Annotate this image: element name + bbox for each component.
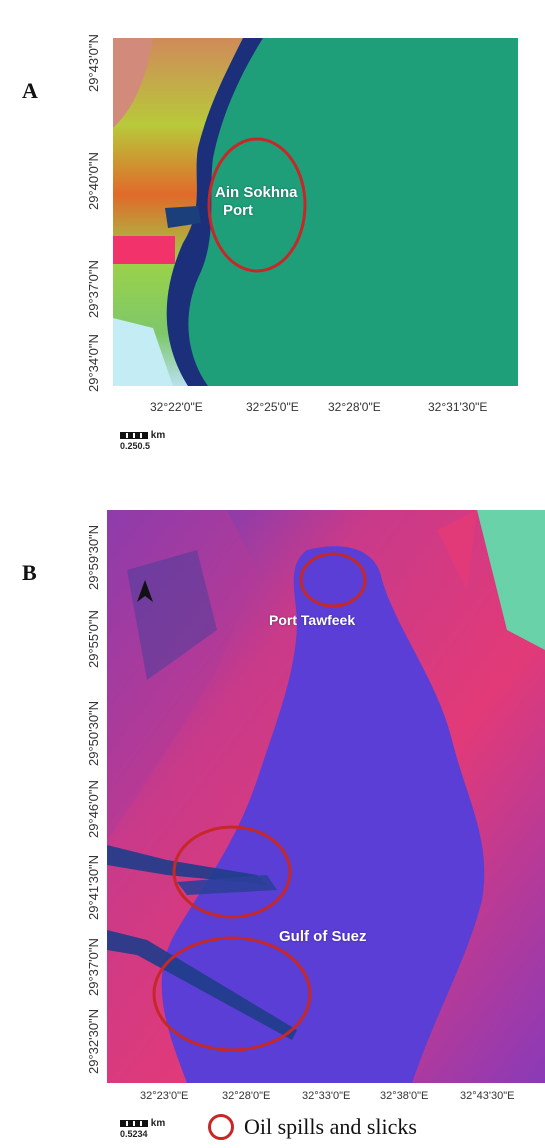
place-label-ain-sokhna: Ain Sokhna Port (215, 184, 298, 219)
panel-a-lat-label: 29°43'0"N (86, 34, 101, 92)
legend: Oil spills and slicks (208, 1114, 417, 1140)
panel-b-lat-label: 29°55'0"N (86, 610, 101, 668)
oil-spill-marker-b2 (172, 825, 292, 919)
panel-b-letter: B (22, 560, 37, 585)
panel-b-lat-label: 29°37'0"N (86, 938, 101, 996)
panel-b-lon-label: 32°28'0"E (222, 1090, 271, 1102)
oil-spill-marker-a (207, 137, 307, 273)
panel-a-lon-label: 32°22'0"E (150, 400, 203, 414)
panel-a-scale-bar: km 0.250.5 (120, 430, 166, 451)
oil-spill-marker-b1 (299, 552, 367, 608)
north-arrow-icon (137, 580, 153, 602)
panel-b-lat-label: 29°41'30"N (86, 854, 101, 920)
panel-a-lat-label: 29°34'0"N (86, 334, 101, 392)
panel-a-lat-label: 29°37'0"N (86, 260, 101, 318)
panel-a-letter: A (22, 78, 38, 103)
coastal-water-a (166, 38, 263, 386)
panel-a-lon-label: 32°31'30"E (428, 400, 488, 414)
panel-a-lon-label: 32°25'0"E (246, 400, 299, 414)
panel-b-lat-label: 29°59'30"N (86, 524, 101, 590)
place-label-port-tawfeek: Port Tawfeek (269, 612, 356, 628)
scale-bar-graphic (120, 431, 148, 439)
panel-a-map: Ain Sokhna Port (113, 38, 518, 386)
panel-b-lon-label: 32°38'0"E (380, 1090, 429, 1102)
legend-circle-icon (208, 1114, 234, 1140)
scale-bar-graphic (120, 1119, 148, 1127)
panel-b-lat-label: 29°46'0"N (86, 780, 101, 838)
legend-label: Oil spills and slicks (244, 1114, 417, 1139)
gulf-water-b (161, 546, 485, 1083)
panel-a-lat-label: 29°40'0"N (86, 152, 101, 210)
panel-b-map: Port Tawfeek Gulf of Suez (107, 510, 545, 1083)
panel-b-scale-bar: km 0.5234 (120, 1118, 166, 1139)
panel-b-lat-label: 29°32'30"N (86, 1008, 101, 1074)
panel-b-lon-label: 32°43'30"E (460, 1090, 515, 1102)
panel-b-lat-label: 29°50'30"N (86, 700, 101, 766)
oil-spill-marker-b3 (152, 936, 312, 1052)
panel-a-lon-label: 32°28'0"E (328, 400, 381, 414)
panel-b-lon-label: 32°23'0"E (140, 1090, 189, 1102)
place-label-gulf-of-suez: Gulf of Suez (279, 928, 367, 945)
panel-b-lon-label: 32°33'0"E (302, 1090, 351, 1102)
